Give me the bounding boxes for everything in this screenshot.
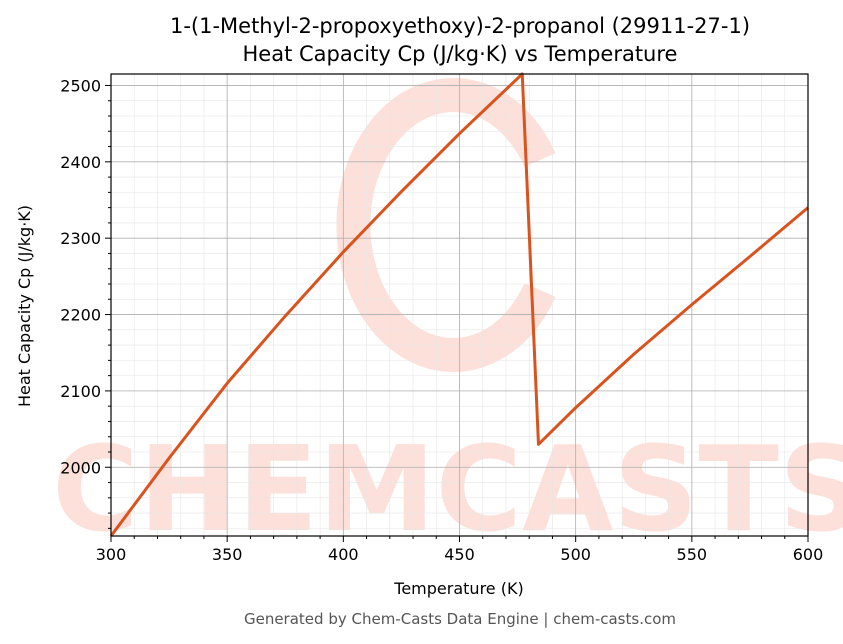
footer-credit: Generated by Chem-Casts Data Engine | ch… [244,610,676,628]
y-tick-label: 2100 [60,382,101,401]
watermark-logo-arc [336,78,556,372]
y-axis-label: Heat Capacity Cp (J/kg·K) [15,205,34,407]
watermark: CHEMCASTS [52,78,843,558]
watermark-text: CHEMCASTS [52,420,843,558]
x-tick-label: 300 [96,545,127,564]
y-axis-ticks: 2000 2100 2200 2300 2400 2500 [60,76,111,529]
x-tick-label: 550 [677,545,708,564]
y-tick-label: 2400 [60,153,101,172]
y-tick-label: 2500 [60,76,101,95]
x-tick-label: 350 [212,545,243,564]
x-tick-label: 600 [793,545,824,564]
series-line-heat-capacity [109,72,809,537]
chart-title: 1-(1-Methyl-2-propoxyethoxy)-2-propanol … [170,14,750,38]
x-axis-label: Temperature (K) [393,579,523,598]
chart-subtitle: Heat Capacity Cp (J/kg·K) vs Temperature [243,42,678,66]
y-tick-label: 2000 [60,458,101,477]
y-tick-label: 2200 [60,306,101,325]
x-tick-label: 500 [560,545,591,564]
x-tick-label: 400 [328,545,359,564]
x-axis-ticks: 300 350 400 450 500 550 600 [96,536,824,564]
y-tick-label: 2300 [60,229,101,248]
x-tick-label: 450 [444,545,475,564]
